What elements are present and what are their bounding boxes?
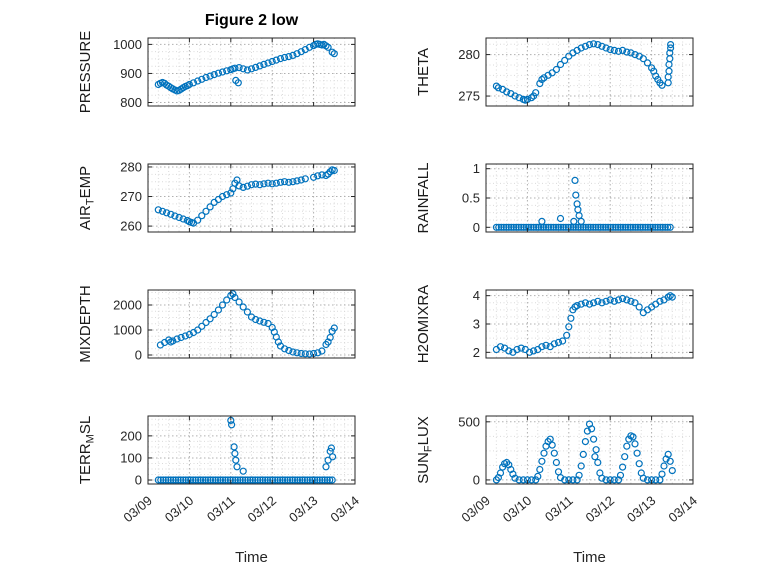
tick-marks <box>485 164 694 232</box>
svg-text:4: 4 <box>473 288 480 303</box>
y-tick-labels: 00.51 <box>462 161 480 235</box>
subplot-terr_msl: 0 100 200 03/09 03/10 03/11 03/12 03/13 03/14 TER… <box>77 415 362 525</box>
svg-text:280: 280 <box>458 47 480 62</box>
svg-text:200: 200 <box>120 428 142 443</box>
y-axis-label-terr_msl: TERRMSL <box>77 416 97 484</box>
svg-text:03/12: 03/12 <box>245 493 280 525</box>
scatter-series <box>154 416 337 484</box>
y-axis-label-air_temp: AIRTEMP <box>77 166 97 230</box>
svg-text:2: 2 <box>473 345 480 360</box>
subplot-h2omixra: 2 3 4 H2OMIXRA <box>415 285 694 363</box>
scatter-series <box>154 40 338 95</box>
svg-text:03/12: 03/12 <box>583 493 618 525</box>
y-tick-labels: 260 270 280 <box>120 159 142 233</box>
tick-marks <box>485 38 694 106</box>
xlabel-time-right: Time <box>573 549 606 566</box>
svg-text:03/11: 03/11 <box>204 493 238 525</box>
svg-text:275: 275 <box>458 89 480 104</box>
axes-box <box>485 37 694 107</box>
scatter-series <box>154 166 338 227</box>
x-tick-labels: 03/09 03/10 03/11 03/12 03/13 03/14 <box>120 493 362 525</box>
tick-marks <box>147 290 356 358</box>
subplot-pressure: 800 900 1000 PRESSURE <box>77 31 356 114</box>
y-axis-label-h2omixra: H2OMIXRA <box>415 285 432 363</box>
scatter-series <box>492 292 676 356</box>
tick-marks <box>485 290 694 358</box>
y-axis-label-sun_flux: SUNFLUX <box>415 416 435 484</box>
svg-text:03/10: 03/10 <box>162 493 197 525</box>
subplot-theta: 275 280 THETA <box>415 37 694 107</box>
y-tick-labels: 0 100 200 <box>120 428 142 487</box>
y-axis-label-pressure: PRESSURE <box>77 31 94 114</box>
svg-text:0: 0 <box>135 348 142 363</box>
minor-grid <box>148 38 355 106</box>
svg-text:03/13: 03/13 <box>286 493 321 525</box>
svg-text:2000: 2000 <box>113 298 142 313</box>
svg-text:1000: 1000 <box>113 323 142 338</box>
svg-text:1000: 1000 <box>113 37 142 52</box>
svg-text:900: 900 <box>120 66 142 81</box>
scatter-series <box>492 420 676 484</box>
y-tick-labels: 800 900 1000 <box>113 37 142 110</box>
xlabel-time-left: Time <box>235 549 268 566</box>
svg-text:03/14: 03/14 <box>665 493 700 525</box>
major-grid <box>486 38 693 106</box>
axes-box <box>147 37 356 107</box>
svg-text:100: 100 <box>120 450 142 465</box>
svg-text:270: 270 <box>120 189 142 204</box>
axes-box <box>485 415 694 485</box>
tick-marks <box>485 416 694 484</box>
svg-text:0.5: 0.5 <box>462 191 480 206</box>
axes-box <box>147 163 356 233</box>
svg-text:03/09: 03/09 <box>458 493 493 525</box>
svg-text:03/14: 03/14 <box>327 493 362 525</box>
svg-text:03/09: 03/09 <box>120 493 155 525</box>
svg-text:03/10: 03/10 <box>500 493 535 525</box>
svg-text:3: 3 <box>473 317 480 332</box>
tick-marks <box>147 38 356 106</box>
svg-text:1: 1 <box>473 161 480 176</box>
tick-marks <box>147 416 356 484</box>
svg-text:0: 0 <box>473 220 480 235</box>
scatter-series <box>156 290 338 358</box>
svg-text:0: 0 <box>135 473 142 488</box>
x-tick-labels: 03/09 03/10 03/11 03/12 03/13 03/14 <box>458 493 700 525</box>
svg-text:03/13: 03/13 <box>624 493 659 525</box>
minor-grid <box>148 416 355 484</box>
svg-text:500: 500 <box>458 414 480 429</box>
y-tick-labels: 0 500 <box>458 414 480 487</box>
axes-box <box>147 415 356 485</box>
y-tick-labels: 2 3 4 <box>473 288 480 360</box>
y-axis-label-theta: THETA <box>415 48 432 96</box>
axes-box <box>147 289 356 359</box>
figure-title: Figure 2 low <box>204 12 299 29</box>
y-tick-labels: 0 1000 2000 <box>113 298 142 363</box>
y-tick-labels: 275 280 <box>458 47 480 103</box>
subplot-mixdepth: 0 1000 2000 MIXDEPTH <box>77 285 356 363</box>
svg-text:280: 280 <box>120 159 142 174</box>
subplot-sun_flux: 0 500 03/09 03/10 03/11 03/12 03/13 03/14 SUNFLU… <box>415 414 700 525</box>
y-axis-label-mixdepth: MIXDEPTH <box>77 285 94 363</box>
svg-text:03/11: 03/11 <box>542 493 576 525</box>
scatter-series <box>492 176 674 231</box>
svg-text:800: 800 <box>120 95 142 110</box>
y-axis-label-rainfall: RAINFALL <box>415 163 432 234</box>
svg-text:0: 0 <box>473 472 480 487</box>
svg-text:260: 260 <box>120 219 142 234</box>
subplot-air_temp: 260 270 280 AIRTEMP <box>77 159 356 234</box>
tick-marks <box>147 164 356 232</box>
minor-grid <box>486 416 693 484</box>
